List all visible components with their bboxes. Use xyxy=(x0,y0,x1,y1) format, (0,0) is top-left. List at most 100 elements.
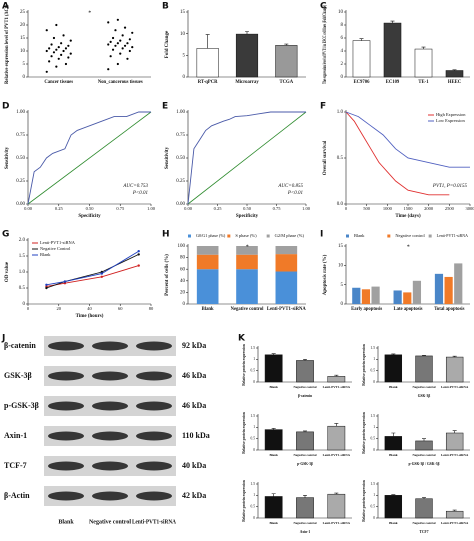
y-tick-label: 0.25 xyxy=(16,179,25,184)
data-point xyxy=(50,43,53,46)
y-tick-label: 0 xyxy=(253,516,255,520)
bar xyxy=(384,354,403,383)
panel-label: F xyxy=(320,102,326,112)
line xyxy=(345,111,470,168)
category-label: Lenti-PVT1-siRNA xyxy=(323,521,351,525)
line xyxy=(46,253,139,289)
y-tick-label: 15 xyxy=(338,244,344,249)
panel-label: K xyxy=(238,334,246,344)
category-label: Early apoptosis xyxy=(351,307,382,312)
data-point xyxy=(107,68,110,71)
y-tick-label: 0.00 xyxy=(16,202,25,207)
category-label: Lenti-PVT1-siRNA xyxy=(323,453,351,457)
legend-label: Low Expression xyxy=(436,118,465,123)
x-tick-label: 3000 xyxy=(466,206,474,211)
blot-band xyxy=(136,341,172,351)
y-tick-label: 1 xyxy=(373,425,375,429)
size-label: 110 kDa xyxy=(182,431,210,440)
size-label: 40 kDa xyxy=(182,461,206,470)
x-tick-label: 1.00 xyxy=(147,206,156,211)
error-bar xyxy=(422,354,426,356)
legend-swatch xyxy=(428,234,432,238)
blot-band xyxy=(92,461,128,471)
y-axis-label: Relative protein expression xyxy=(242,412,246,454)
blot-band xyxy=(136,371,172,381)
category-label: Lenti-PVT1-siRNA xyxy=(441,521,469,525)
x-tick-label: 0 xyxy=(345,206,348,211)
error-bar xyxy=(284,43,289,46)
bar xyxy=(296,360,314,383)
bar-segment xyxy=(275,271,298,304)
bar xyxy=(371,286,380,304)
category-label: Microarray xyxy=(235,80,259,85)
error-bar xyxy=(271,353,276,355)
y-tick-label: 0 xyxy=(373,516,375,520)
x-tick-label: 80 xyxy=(149,306,154,311)
blot-band xyxy=(92,401,128,411)
legend-label: Lenti-PVT1-siRNA xyxy=(40,240,76,245)
data-point xyxy=(123,26,127,29)
y-tick-label: 5 xyxy=(341,283,344,288)
x-tick-label: 60 xyxy=(118,306,123,311)
y-tick-label: 0.00 xyxy=(176,202,185,207)
panel-label: B xyxy=(162,2,169,12)
category-label: Lenti-PVT1-siRNA xyxy=(441,385,469,389)
y-tick-label: 1.5 xyxy=(251,346,256,350)
lane-label: Negative control xyxy=(89,519,131,525)
category-label: Lenti-PVT1-siRNA xyxy=(323,385,351,389)
blot-band xyxy=(136,401,172,411)
size-label: 92 kDa xyxy=(182,341,206,350)
bar xyxy=(445,70,464,78)
protein-label: TCF-7 xyxy=(4,461,27,470)
legend-label: Blank xyxy=(354,233,365,238)
bar xyxy=(414,48,433,78)
line xyxy=(345,111,450,196)
bar xyxy=(275,45,298,78)
x-tick-label: 0.00 xyxy=(184,206,193,211)
error-bar xyxy=(391,432,396,437)
error-bar xyxy=(452,69,457,71)
y-tick-label: 1.5 xyxy=(19,254,26,259)
error-bar xyxy=(390,20,395,24)
data-point xyxy=(69,39,72,42)
y-tick-label: 2 xyxy=(341,62,344,67)
protein-label: p-GSK-3β xyxy=(4,401,39,410)
error-bar xyxy=(422,497,426,499)
blot-band xyxy=(92,371,128,381)
panel-label: E xyxy=(162,102,168,112)
size-label: 46 kDa xyxy=(182,371,206,380)
y-tick-label: 15 xyxy=(20,36,26,41)
error-bar xyxy=(359,38,364,41)
category-label: Negative control xyxy=(412,385,435,389)
category-label: Blank xyxy=(269,453,278,457)
data-point xyxy=(123,44,127,47)
data-point xyxy=(55,48,58,51)
annotation: * xyxy=(88,10,91,16)
x-tick-label: 500 xyxy=(363,206,371,211)
lane-label: Lenti-PVT1-siRNA xyxy=(132,519,177,525)
y-axis-label: The expression level of PVT1 in ESCC cel… xyxy=(323,5,328,84)
legend-label: High Expression xyxy=(436,112,466,117)
data-point xyxy=(48,60,51,63)
category-label: Blank xyxy=(389,385,398,389)
data-point xyxy=(121,47,124,50)
annotation: P<0.01 xyxy=(287,191,303,196)
y-tick-label: 1.5 xyxy=(371,346,376,350)
x-axis-label: Axin-1 xyxy=(300,530,311,534)
bar xyxy=(434,273,444,304)
category-label: Negative control xyxy=(412,521,435,525)
bar xyxy=(454,263,463,304)
data-point xyxy=(109,40,112,44)
category-label: Blank xyxy=(269,385,278,389)
x-axis-label: TCF7 xyxy=(420,530,429,534)
y-tick-label: 0 xyxy=(253,380,255,384)
x-tick-label: 1.00 xyxy=(302,206,311,211)
data-point xyxy=(55,23,58,27)
y-tick-label: 0 xyxy=(23,75,26,80)
data-point xyxy=(109,55,112,58)
category-label: HEEC xyxy=(448,80,462,85)
error-bar xyxy=(391,353,396,355)
data-point xyxy=(55,65,58,68)
y-tick-label: 0.5 xyxy=(19,286,26,291)
data-point xyxy=(45,70,48,73)
